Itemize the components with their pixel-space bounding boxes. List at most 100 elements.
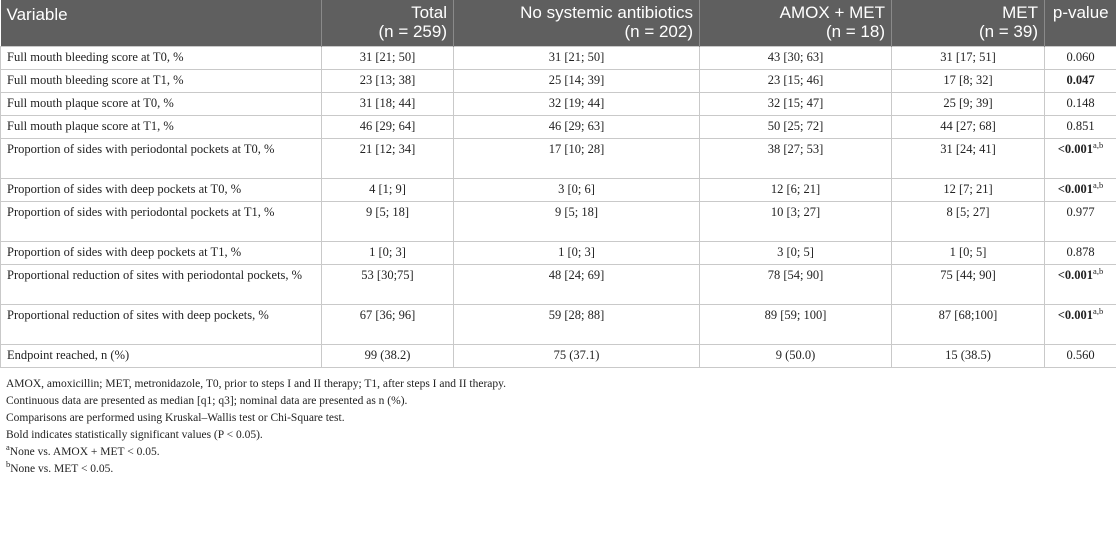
- cell-met: 87 [68;100]: [891, 304, 1045, 345]
- p-value-footnote-mark: a,b: [1093, 139, 1104, 150]
- header-variable: Variable: [0, 0, 322, 47]
- table-header: Variable Total (n = 259) No systemic ant…: [0, 0, 1116, 47]
- table-row: Full mouth plaque score at T1, % 46 [29; …: [0, 115, 1116, 139]
- header-amox-met: AMOX + MET (n = 18): [699, 0, 892, 47]
- table-row: Full mouth bleeding score at T1, % 23 [13…: [0, 69, 1116, 93]
- cell-met: 15 (38.5): [891, 344, 1045, 368]
- cell-no-antibiotics: 75 (37.1): [453, 344, 700, 368]
- table-body: Full mouth bleeding score at T0, % 31 [21…: [0, 46, 1116, 368]
- cell-amox-met: 32 [15; 47]: [699, 92, 892, 116]
- cell-total: 53 [30;75]: [321, 264, 454, 305]
- cell-variable: Proportion of sides with periodontal poc…: [0, 138, 322, 179]
- cell-p-value: 0.148: [1044, 92, 1116, 116]
- header-no-antibiotics: No systemic antibiotics (n = 202): [453, 0, 700, 47]
- footnote-a: aNone vs. AMOX + MET < 0.05.: [6, 442, 1110, 461]
- table-row: Endpoint reached, n (%) 99 (38.2) 75 (37.1…: [0, 344, 1116, 368]
- cell-amox-met: 23 [15; 46]: [699, 69, 892, 93]
- footnote-b-mark: b: [6, 459, 11, 470]
- cell-variable: Proportion of sides with deep pockets at…: [0, 241, 322, 265]
- header-no-antibiotics-n: (n = 202): [624, 22, 693, 41]
- header-met-n: (n = 39): [978, 22, 1038, 41]
- cell-total: 99 (38.2): [321, 344, 454, 368]
- cell-no-antibiotics: 9 [5; 18]: [453, 201, 700, 242]
- cell-total: 31 [18; 44]: [321, 92, 454, 116]
- cell-p-value: 0.878: [1044, 241, 1116, 265]
- header-amox-met-n: (n = 18): [825, 22, 885, 41]
- cell-total: 31 [21; 50]: [321, 46, 454, 70]
- cell-no-antibiotics: 31 [21; 50]: [453, 46, 700, 70]
- p-value-text: 0.060: [1066, 50, 1095, 64]
- p-value-text: <0.001: [1057, 142, 1094, 156]
- cell-met: 12 [7; 21]: [891, 178, 1045, 202]
- cell-variable: Full mouth bleeding score at T1, %: [0, 69, 322, 93]
- table-row: Proportional reduction of sites with per…: [0, 264, 1116, 305]
- cell-p-value: 0.047: [1044, 69, 1116, 93]
- cell-no-antibiotics: 32 [19; 44]: [453, 92, 700, 116]
- footnote-a-text: None vs. AMOX + MET < 0.05.: [9, 446, 160, 458]
- footnote-a-mark: a: [6, 442, 10, 453]
- cell-total: 23 [13; 38]: [321, 69, 454, 93]
- p-value-text: 0.560: [1066, 348, 1095, 362]
- cell-no-antibiotics: 1 [0; 3]: [453, 241, 700, 265]
- header-no-antibiotics-label: No systemic antibiotics: [520, 3, 693, 22]
- p-value-text: <0.001: [1057, 308, 1094, 322]
- cell-total: 4 [1; 9]: [321, 178, 454, 202]
- cell-met: 75 [44; 90]: [891, 264, 1045, 305]
- cell-amox-met: 9 (50.0): [699, 344, 892, 368]
- cell-p-value: 0.560: [1044, 344, 1116, 368]
- p-value-text: <0.001: [1057, 182, 1094, 196]
- p-value-text: 0.047: [1066, 73, 1095, 87]
- cell-variable: Proportional reduction of sites with dee…: [0, 304, 322, 345]
- table-row: Proportion of sides with periodontal poc…: [0, 138, 1116, 179]
- cell-total: 67 [36; 96]: [321, 304, 454, 345]
- cell-variable: Proportion of sides with deep pockets at…: [0, 178, 322, 202]
- cell-met: 8 [5; 27]: [891, 201, 1045, 242]
- p-value-text: 0.148: [1066, 96, 1095, 110]
- p-value-footnote-mark: a,b: [1093, 305, 1104, 316]
- footnote-b-text: None vs. MET < 0.05.: [10, 463, 114, 475]
- footnote-comparisons: Comparisons are performed using Kruskal–…: [6, 412, 345, 424]
- header-p-value: p-value: [1044, 0, 1116, 47]
- cell-total: 9 [5; 18]: [321, 201, 454, 242]
- p-value-text: 0.878: [1066, 245, 1095, 259]
- table-row: Proportional reduction of sites with dee…: [0, 304, 1116, 345]
- cell-variable: Full mouth plaque score at T0, %: [0, 92, 322, 116]
- cell-amox-met: 38 [27; 53]: [699, 138, 892, 179]
- header-total-n: (n = 259): [378, 22, 447, 41]
- cell-p-value: 0.977: [1044, 201, 1116, 242]
- table-row: Proportion of sides with periodontal poc…: [0, 201, 1116, 242]
- cell-met: 1 [0; 5]: [891, 241, 1045, 265]
- cell-met: 31 [17; 51]: [891, 46, 1045, 70]
- table-footnotes: AMOX, amoxicillin; MET, metronidazole, T…: [0, 368, 1116, 478]
- cell-amox-met: 12 [6; 21]: [699, 178, 892, 202]
- cell-variable: Endpoint reached, n (%): [0, 344, 322, 368]
- cell-met: 25 [9; 39]: [891, 92, 1045, 116]
- table-row: Full mouth bleeding score at T0, % 31 [21…: [0, 46, 1116, 70]
- footnote-continuous: Continuous data are presented as median …: [6, 395, 408, 407]
- p-value-text: 0.977: [1066, 205, 1095, 219]
- cell-p-value: <0.001a,b: [1044, 304, 1116, 345]
- cell-amox-met: 43 [30; 63]: [699, 46, 892, 70]
- cell-no-antibiotics: 17 [10; 28]: [453, 138, 700, 179]
- cell-p-value: <0.001a,b: [1044, 178, 1116, 202]
- cell-variable: Proportional reduction of sites with per…: [0, 264, 322, 305]
- cell-no-antibiotics: 25 [14; 39]: [453, 69, 700, 93]
- results-table: Variable Total (n = 259) No systemic ant…: [0, 0, 1116, 368]
- cell-variable: Proportion of sides with periodontal poc…: [0, 201, 322, 242]
- header-total-label: Total: [411, 3, 447, 22]
- header-met: MET (n = 39): [891, 0, 1045, 47]
- cell-total: 46 [29; 64]: [321, 115, 454, 139]
- cell-no-antibiotics: 3 [0; 6]: [453, 178, 700, 202]
- p-value-footnote-mark: a,b: [1093, 265, 1104, 276]
- cell-p-value: 0.060: [1044, 46, 1116, 70]
- cell-no-antibiotics: 46 [29; 63]: [453, 115, 700, 139]
- cell-no-antibiotics: 59 [28; 88]: [453, 304, 700, 345]
- cell-total: 1 [0; 3]: [321, 241, 454, 265]
- cell-amox-met: 10 [3; 27]: [699, 201, 892, 242]
- cell-met: 31 [24; 41]: [891, 138, 1045, 179]
- cell-p-value: <0.001a,b: [1044, 138, 1116, 179]
- header-met-label: MET: [1002, 3, 1038, 22]
- cell-met: 17 [8; 32]: [891, 69, 1045, 93]
- cell-amox-met: 89 [59; 100]: [699, 304, 892, 345]
- p-value-text: 0.851: [1066, 119, 1095, 133]
